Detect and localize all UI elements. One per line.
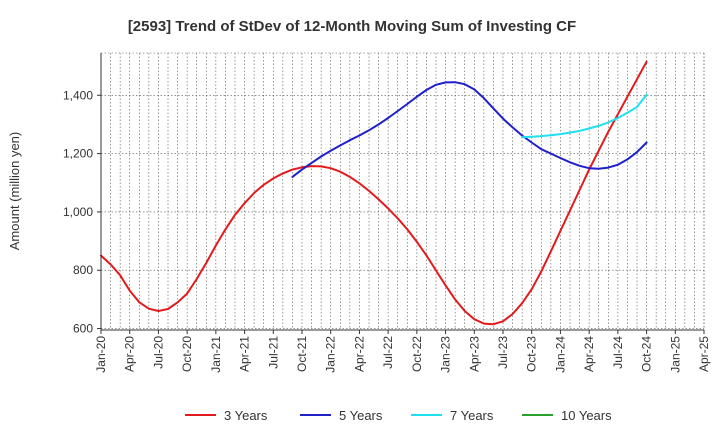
- plot-area: [101, 53, 704, 330]
- y-tick-label: 1,400: [63, 88, 93, 102]
- y-axis-label: Amount (million yen): [7, 132, 22, 251]
- x-tick-label: Jan-20: [94, 336, 108, 373]
- chart-title: [2593] Trend of StDev of 12-Month Moving…: [128, 18, 576, 35]
- series-line-5-years: [291, 81, 648, 178]
- x-tick-label: Oct-21: [295, 336, 309, 372]
- x-tick-label: Apr-22: [352, 336, 366, 372]
- grid-lines: [100, 52, 705, 330]
- x-tick-label: Apr-24: [582, 336, 596, 372]
- legend-label: 5 Years: [339, 408, 383, 423]
- x-tick-label: Jan-23: [439, 336, 453, 373]
- x-tick-label: Apr-21: [238, 336, 252, 372]
- x-tick-label: Jul-22: [381, 336, 395, 369]
- x-tick-label: Oct-23: [525, 336, 539, 372]
- x-axis-ticks: Jan-20 Apr-20 Jul-20 Oct-20 Jan-21 Apr-21 Jul-…: [94, 330, 711, 373]
- legend-label: 3 Years: [224, 408, 268, 423]
- x-tick-label: Apr-23: [467, 336, 481, 372]
- y-tick-label: 600: [73, 322, 93, 336]
- x-tick-label: Apr-25: [697, 336, 711, 372]
- x-tick-label: Jul-23: [496, 336, 510, 369]
- x-tick-label: Apr-20: [123, 336, 137, 372]
- x-tick-label: Oct-24: [640, 336, 654, 372]
- x-tick-label: Jul-24: [611, 336, 625, 369]
- x-tick-label: Oct-22: [410, 336, 424, 372]
- series-line-7-years: [521, 93, 648, 139]
- legend-label: 7 Years: [450, 408, 494, 423]
- series-line-3-years: [100, 60, 648, 326]
- x-tick-label: Jul-20: [151, 336, 165, 369]
- legend-label: 10 Years: [561, 408, 612, 423]
- y-axis-ticks: 600 800 1,000 1,200 1,400: [63, 88, 101, 336]
- series-layer: [100, 60, 648, 326]
- x-tick-label: Jan-21: [209, 336, 223, 373]
- legend: 3 Years 5 Years 7 Years 10 Years: [185, 408, 612, 423]
- x-tick-label: Jan-25: [668, 336, 682, 373]
- x-tick-label: Oct-20: [180, 336, 194, 372]
- y-tick-label: 800: [73, 263, 93, 277]
- y-tick-label: 1,200: [63, 147, 93, 161]
- y-tick-label: 1,000: [63, 205, 93, 219]
- x-tick-label: Jan-24: [553, 336, 567, 373]
- x-tick-label: Jul-21: [266, 336, 280, 369]
- x-tick-label: Jan-22: [324, 336, 338, 373]
